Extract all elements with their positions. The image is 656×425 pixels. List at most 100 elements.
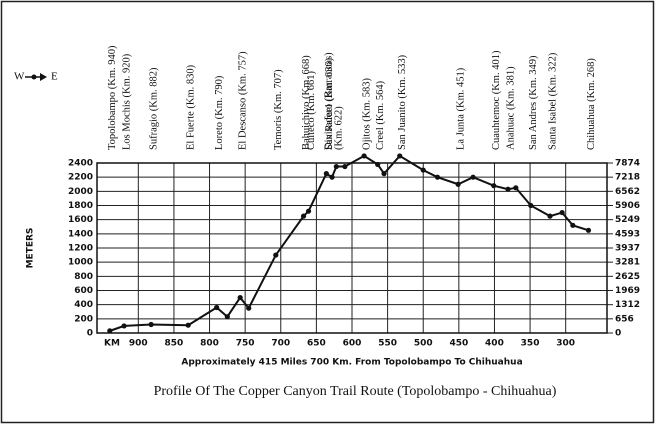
elevation-point <box>148 321 154 328</box>
elevation-point <box>342 163 348 170</box>
elevation-point <box>528 202 534 209</box>
elevation-point <box>397 153 403 159</box>
station-label: El Descanso (Km. 757) <box>238 51 249 150</box>
x-tick-label: 650 <box>307 339 326 349</box>
station-label: Topolobampo (Km. 940) <box>107 45 118 150</box>
station-label: Loreto (Km. 790) <box>214 75 225 150</box>
direction-to: E <box>51 71 58 83</box>
station-label: Chihuahua (Km. 268) <box>586 58 597 150</box>
elevation-point <box>420 167 426 173</box>
y-tick-label: 0 <box>87 329 93 339</box>
elevation-point <box>455 181 461 187</box>
x-tick-label: 350 <box>521 339 540 349</box>
y2-tick-label: 1969 <box>615 286 640 296</box>
direction-dot <box>31 74 37 80</box>
station-label: San Rafael (Km. 636) <box>324 57 335 150</box>
x-tick-label: 450 <box>449 339 468 349</box>
station-label: Creel (Km. 564) <box>375 80 386 150</box>
y2-tick-label: 6562 <box>615 187 640 197</box>
elevation-point <box>305 208 312 214</box>
elevation-point <box>559 209 565 216</box>
station-label: Santa Isabel (Km. 322) <box>547 52 558 150</box>
station-label: Temoris (Km. 707) <box>273 69 284 150</box>
y-tick-label: 1600 <box>68 215 93 225</box>
y-tick-label: 2400 <box>68 159 93 169</box>
y-tick-label: 1800 <box>68 201 93 211</box>
y-tick-label: 2200 <box>68 173 93 183</box>
elevation-point <box>547 213 553 219</box>
x-tick-label: 750 <box>236 339 255 349</box>
station-label: La Junta (Km. 451) <box>456 67 467 150</box>
station-label: (Km. 622) <box>334 106 345 150</box>
elevation-point <box>434 174 441 180</box>
station-label: Cuiteco (Km. 661) <box>306 70 317 150</box>
elevation-point <box>237 294 243 301</box>
x-tick-label: 700 <box>271 339 290 349</box>
y2-tick-label: 1312 <box>615 300 640 310</box>
y-tick-label: 600 <box>74 286 93 296</box>
station-label: Anahuac (Km. 381) <box>505 66 516 150</box>
elevation-point <box>570 222 576 228</box>
y-tick-label: 2000 <box>68 187 93 197</box>
y2-tick-label: 5249 <box>615 215 640 225</box>
elevation-point <box>300 213 307 219</box>
elevation-point <box>323 171 329 177</box>
y2-tick-label: 656 <box>615 314 634 324</box>
x-tick-label: 850 <box>165 339 184 349</box>
y-axis-label: METERS <box>26 228 36 269</box>
direction-arrowhead <box>40 73 47 81</box>
x-unit-label: KM <box>104 339 120 349</box>
station-label: El Fuerte (Km. 830) <box>186 64 197 150</box>
y2-tick-label: 4593 <box>615 229 640 239</box>
y2-tick-label: 2625 <box>615 272 640 282</box>
x-tick-label: 500 <box>414 339 433 349</box>
y-tick-label: 400 <box>74 300 93 310</box>
y2-tick-label: 0 <box>615 329 621 339</box>
station-label: Los Mochis (Km. 920) <box>121 53 132 150</box>
elevation-point <box>375 161 381 168</box>
x-tick-label: 600 <box>343 339 362 349</box>
elevation-point <box>333 163 339 170</box>
y-tick-label: 200 <box>74 314 93 324</box>
elevation-point <box>107 328 113 334</box>
y-tick-label: 800 <box>74 272 93 282</box>
elevation-point <box>329 174 335 180</box>
elevation-point <box>214 304 220 311</box>
y2-tick-label: 7218 <box>615 173 640 183</box>
x-tick-label: 900 <box>129 339 148 349</box>
station-label: Bahuichivo (Km. 668) <box>301 55 312 150</box>
elevation-point <box>246 305 252 311</box>
y2-tick-label: 3281 <box>615 258 640 268</box>
elevation-point <box>361 153 367 159</box>
elevation-point <box>381 171 387 177</box>
station-label: San Andres (Km. 349) <box>528 55 539 150</box>
y2-tick-label: 7874 <box>615 159 640 169</box>
station-label: Sufragio (Km. 882) <box>149 67 160 150</box>
elevation-point <box>491 183 497 189</box>
direction-from: W <box>14 71 25 83</box>
elevation-point <box>470 174 476 180</box>
y2-tick-label: 3937 <box>615 244 640 254</box>
elevation-point <box>185 322 191 328</box>
x-tick-label: 550 <box>378 339 397 349</box>
x-tick-label: 300 <box>556 339 575 349</box>
elevation-point <box>224 314 230 320</box>
elevation-point <box>585 227 592 233</box>
x-tick-label: 800 <box>200 339 219 349</box>
elevation-point <box>273 252 279 258</box>
station-label: Divisadero (Barrancas) <box>324 52 335 150</box>
x-tick-label: 400 <box>485 339 504 349</box>
chart-title: Profile Of The Copper Canyon Trail Route… <box>154 384 557 399</box>
station-label: San Juanito (Km. 533) <box>397 54 408 150</box>
station-label: Ojitos (Km. 583) <box>362 77 373 150</box>
elevation-point <box>121 323 127 329</box>
station-label: Cuauhtemoc (Km. 401) <box>491 50 502 150</box>
elevation-point <box>513 185 519 191</box>
y-tick-label: 1400 <box>68 229 93 239</box>
elevation-point <box>505 186 511 192</box>
y-tick-label: 1200 <box>68 244 93 254</box>
y2-tick-label: 5906 <box>615 201 640 211</box>
